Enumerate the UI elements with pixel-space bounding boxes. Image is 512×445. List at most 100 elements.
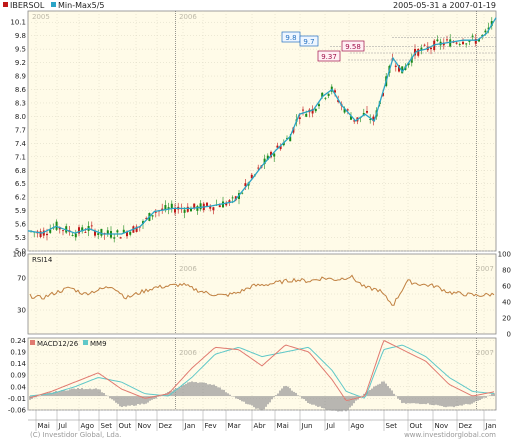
- macd-histogram-bar: [441, 396, 442, 406]
- macd-histogram-bar: [313, 396, 314, 405]
- macd-histogram-bar: [55, 391, 56, 396]
- macd-histogram-bar: [97, 389, 98, 396]
- macd-histogram-bar: [373, 386, 374, 396]
- month-label: Nov: [435, 422, 449, 430]
- macd-legend-marker: [30, 340, 35, 345]
- macd-histogram-bar: [445, 396, 446, 407]
- price-y-tick: 5.3: [15, 234, 26, 242]
- macd-histogram-bar: [451, 396, 452, 406]
- month-label: Ago: [351, 422, 365, 430]
- rsi-right-tick: 60: [502, 283, 511, 291]
- price-candle-body: [196, 206, 198, 211]
- macd-histogram-bar: [235, 396, 236, 398]
- macd-histogram-bar: [243, 396, 244, 402]
- macd-histogram-bar: [349, 396, 350, 407]
- macd-panel: MACD12/26 MM9 2006 2007 0.240.190.140.09…: [8, 337, 496, 415]
- macd-histogram-bar: [489, 395, 490, 396]
- macd-histogram-bar: [281, 388, 282, 396]
- macd-histogram-bar: [417, 396, 418, 403]
- macd-histogram-bar: [469, 396, 470, 404]
- annotation-9.7: 9.7: [303, 38, 314, 46]
- macd-histogram-bar: [271, 396, 272, 399]
- macd-histogram-bar: [111, 396, 112, 399]
- macd-histogram-bar: [207, 384, 208, 396]
- price-candle-body: [72, 235, 74, 236]
- macd-histogram-bar: [85, 389, 86, 396]
- macd-histogram-bar: [93, 389, 94, 396]
- macd-histogram-bar: [57, 392, 58, 396]
- macd-histogram-bar: [75, 389, 76, 396]
- macd-histogram-bar: [275, 395, 276, 396]
- macd-histogram-bar: [379, 384, 380, 396]
- macd-histogram-bar: [347, 396, 348, 410]
- macd-histogram-bar: [229, 395, 230, 396]
- macd-histogram-bar: [371, 389, 372, 396]
- price-candle-body: [446, 39, 448, 40]
- macd-histogram-bar: [189, 382, 190, 396]
- macd-histogram-bar: [415, 396, 416, 403]
- month-label: Abr: [254, 422, 266, 430]
- annotation-9.58: 9.58: [345, 43, 361, 51]
- symbol-label: IBERSOL: [10, 1, 45, 10]
- macd-histogram-bar: [221, 390, 222, 396]
- rsi-left-tick: 70: [17, 275, 26, 283]
- month-label: Out: [119, 422, 132, 430]
- macd-histogram-bar: [457, 396, 458, 406]
- price-y-tick: 8.9: [15, 73, 26, 81]
- macd-histogram-bar: [251, 396, 252, 405]
- indicator-legend-marker: [51, 2, 56, 7]
- macd-histogram-bar: [467, 396, 468, 404]
- macd-histogram-bar: [279, 391, 280, 397]
- macd-histogram-bar: [389, 388, 390, 396]
- macd-histogram-bar: [427, 396, 428, 403]
- macd-y-tick: -0.01: [8, 395, 26, 403]
- month-label: Jan: [485, 422, 497, 430]
- macd-histogram-bar: [125, 396, 126, 407]
- macd-histogram-bar: [273, 396, 274, 397]
- macd-histogram-bar: [463, 396, 464, 405]
- macd-histogram-bar: [403, 396, 404, 403]
- macd-histogram-bar: [213, 385, 214, 396]
- macd-year-label-2006: 2006: [179, 349, 197, 357]
- macd-histogram-bar: [263, 396, 264, 409]
- macd-histogram-bar: [71, 389, 72, 396]
- macd-histogram-bar: [187, 382, 188, 396]
- price-candle-body: [318, 104, 320, 106]
- macd-histogram-bar: [407, 396, 408, 403]
- macd-histogram-bar: [247, 396, 248, 404]
- price-y-tick: 8.6: [15, 86, 27, 94]
- macd-histogram-bar: [319, 396, 320, 406]
- price-candle-body: [299, 117, 301, 119]
- macd-histogram-bar: [211, 385, 212, 396]
- macd-histogram-bar: [185, 384, 186, 396]
- macd-y-tick: 0.19: [10, 348, 26, 356]
- price-candle-body: [97, 233, 99, 235]
- month-label: Jul: [326, 422, 336, 430]
- macd-histogram-bar: [193, 382, 194, 396]
- macd-histogram-bar: [321, 396, 322, 408]
- annotation-9.8: 9.8: [285, 34, 296, 42]
- macd-histogram-bar: [311, 396, 312, 405]
- price-y-tick: 10.1: [10, 19, 26, 27]
- price-candle-body: [315, 109, 317, 111]
- macd-histogram-bar: [425, 396, 426, 404]
- month-label: Dez: [159, 422, 173, 430]
- macd-histogram-bar: [253, 396, 254, 407]
- price-candle-body: [91, 225, 93, 226]
- symbol-legend-marker: [3, 2, 8, 7]
- macd-histogram-bar: [261, 396, 262, 411]
- macd-histogram-bar: [383, 381, 384, 396]
- macd-histogram-bar: [291, 391, 292, 396]
- price-candle-body: [46, 234, 48, 235]
- macd-histogram-bar: [219, 388, 220, 397]
- price-y-tick: 6.2: [15, 194, 26, 202]
- macd-histogram-bar: [265, 396, 266, 407]
- price-candle-body: [84, 232, 86, 233]
- price-candle-body: [171, 204, 173, 208]
- price-candle-body: [219, 205, 221, 207]
- macd-histogram-bar: [257, 396, 258, 408]
- price-y-axis: 5.05.35.65.96.26.56.87.17.47.78.08.38.68…: [10, 19, 26, 256]
- rsi-left-tick: 100: [13, 251, 26, 259]
